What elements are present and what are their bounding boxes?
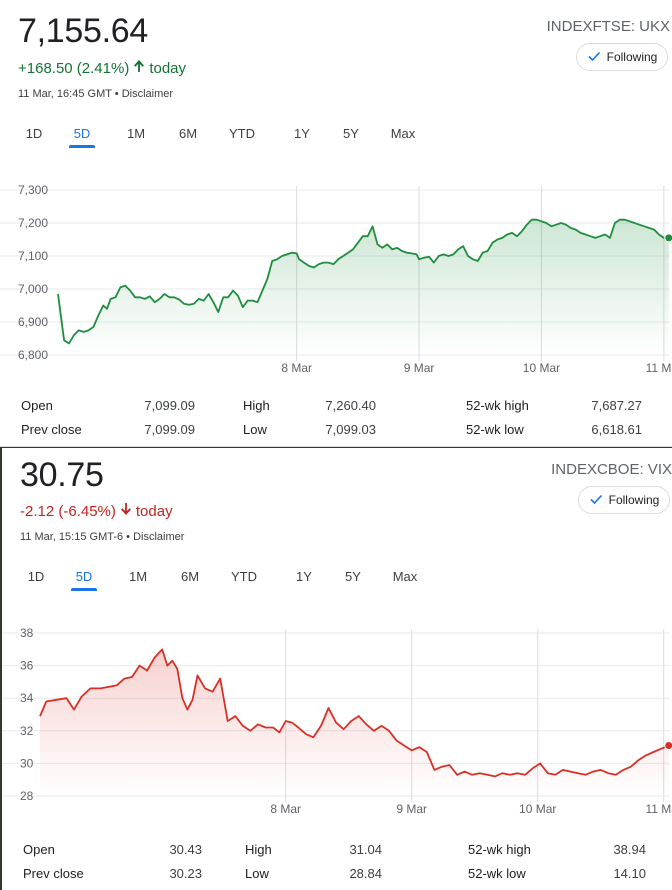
- quote-card-vix: 30.75 -2.12 (-6.45%) today 11 Mar, 15:15…: [2, 448, 672, 890]
- price-change: -2.12 (-6.45%) today: [20, 502, 173, 520]
- tab-6m[interactable]: 6M: [178, 125, 198, 141]
- x-tick-label: 8 Mar: [281, 361, 312, 375]
- change-value: +168.50 (2.41%): [18, 59, 130, 77]
- stat-value-open: 30.43: [169, 842, 202, 857]
- y-tick-label: 7,000: [18, 282, 48, 296]
- y-tick-label: 7,100: [18, 249, 48, 263]
- tab-max[interactable]: Max: [392, 568, 418, 584]
- stat-label-high: High: [243, 398, 270, 413]
- following-label: Following: [606, 50, 658, 64]
- series-line: [57, 218, 669, 345]
- ticker-symbol: INDEXFTSE: UKX: [546, 18, 670, 35]
- following-button[interactable]: Following: [578, 486, 670, 514]
- y-tick-label: 7,200: [18, 216, 48, 230]
- stat-label-52wk-high: 52-wk high: [466, 398, 529, 413]
- price-value: 7,155.64: [18, 12, 148, 50]
- change-suffix: today: [135, 502, 173, 520]
- stat-value-open: 7,099.09: [144, 398, 195, 413]
- stat-value-prev-close: 7,099.09: [144, 422, 195, 437]
- price-change: +168.50 (2.41%) today: [18, 59, 186, 77]
- ticker-symbol: INDEXCBOE: VIX: [551, 461, 672, 478]
- stat-value-52wk-high: 38.94: [613, 842, 646, 857]
- stat-label-prev-close: Prev close: [23, 866, 84, 881]
- stat-value-low: 7,099.03: [325, 422, 376, 437]
- following-button[interactable]: Following: [576, 43, 668, 71]
- tab-6m[interactable]: 6M: [180, 568, 200, 584]
- stats-row-2: Prev close 7,099.09 Low 7,099.03 52-wk l…: [0, 422, 672, 442]
- stat-label-open: Open: [21, 398, 53, 413]
- price-chart[interactable]: 6,800 6,900 7,000 7,100 7,200 7,300 8 Mar 9 Mar…: [0, 172, 672, 382]
- y-tick-label: 6,800: [18, 348, 48, 362]
- stat-value-prev-close: 30.23: [169, 866, 202, 881]
- y-tick-label: 32: [20, 724, 34, 738]
- tab-1m[interactable]: 1M: [128, 568, 148, 584]
- y-tick-label: 34: [20, 691, 34, 705]
- stat-label-52wk-high: 52-wk high: [468, 842, 531, 857]
- stat-value-low: 28.84: [349, 866, 382, 881]
- x-tick-label: 10 Mar: [519, 802, 556, 816]
- arrow-up-icon: [133, 59, 145, 77]
- quote-card-ukx: 7,155.64 +168.50 (2.41%) today 11 Mar, 1…: [0, 0, 672, 447]
- stats-row-1: Open 7,099.09 High 7,260.40 52-wk high 7…: [0, 398, 672, 418]
- stat-value-high: 7,260.40: [325, 398, 376, 413]
- last-point-marker: [664, 233, 672, 243]
- tab-max[interactable]: Max: [390, 125, 416, 141]
- stat-value-52wk-low: 6,618.61: [591, 422, 642, 437]
- stat-label-open: Open: [23, 842, 55, 857]
- stat-label-low: Low: [243, 422, 267, 437]
- series-area: [58, 219, 669, 355]
- x-tick-label: 11 Mar: [646, 361, 672, 375]
- timestamp-disclaimer[interactable]: 11 Mar, 15:15 GMT-6 • Disclaimer: [20, 531, 185, 543]
- y-tick-label: 7,300: [18, 183, 48, 197]
- y-tick-label: 38: [20, 626, 34, 640]
- tab-5y[interactable]: 5Y: [343, 125, 359, 141]
- series-area: [40, 649, 669, 796]
- check-icon: [587, 49, 601, 66]
- tab-1m[interactable]: 1M: [126, 125, 146, 141]
- x-tick-label: 9 Mar: [404, 361, 435, 375]
- tab-5y[interactable]: 5Y: [345, 568, 361, 584]
- tab-ytd[interactable]: YTD: [229, 125, 255, 141]
- stat-value-high: 31.04: [349, 842, 382, 857]
- stats-row-2: Prev close 30.23 Low 28.84 52-wk low 14.…: [2, 866, 672, 886]
- stat-label-high: High: [245, 842, 272, 857]
- x-tick-label: 9 Mar: [396, 802, 427, 816]
- x-tick-label: 11 Mar: [645, 802, 672, 816]
- timestamp-disclaimer[interactable]: 11 Mar, 16:45 GMT • Disclaimer: [18, 88, 174, 100]
- x-tick-label: 10 Mar: [523, 361, 560, 375]
- series-line: [39, 648, 670, 778]
- stats-row-1: Open 30.43 High 31.04 52-wk high 38.94: [2, 842, 672, 862]
- stat-value-52wk-high: 7,687.27: [591, 398, 642, 413]
- tab-1y[interactable]: 1Y: [294, 125, 310, 141]
- stat-value-52wk-low: 14.10: [613, 866, 646, 881]
- x-tick-label: 8 Mar: [270, 802, 301, 816]
- tab-1d[interactable]: 1D: [25, 125, 43, 141]
- price-chart[interactable]: 28 30 32 34 36 38 8 Mar 9 Mar 10 Mar 11 Mar: [2, 620, 672, 820]
- change-suffix: today: [149, 59, 187, 77]
- stat-label-low: Low: [245, 866, 269, 881]
- tab-1y[interactable]: 1Y: [296, 568, 312, 584]
- check-icon: [589, 492, 603, 509]
- following-label: Following: [608, 493, 660, 507]
- change-value: -2.12 (-6.45%): [20, 502, 116, 520]
- stat-label-prev-close: Prev close: [21, 422, 82, 437]
- stat-label-52wk-low: 52-wk low: [468, 866, 526, 881]
- arrow-down-icon: [120, 502, 132, 520]
- stat-label-52wk-low: 52-wk low: [466, 422, 524, 437]
- y-tick-label: 6,900: [18, 315, 48, 329]
- last-point-marker: [664, 740, 672, 750]
- tab-5d[interactable]: 5D: [69, 118, 95, 148]
- y-tick-label: 30: [20, 756, 34, 770]
- tab-1d[interactable]: 1D: [27, 568, 45, 584]
- price-value: 30.75: [20, 456, 104, 494]
- y-tick-label: 28: [20, 789, 34, 803]
- y-tick-label: 36: [20, 659, 34, 673]
- tab-5d[interactable]: 5D: [71, 561, 97, 591]
- tab-ytd[interactable]: YTD: [231, 568, 257, 584]
